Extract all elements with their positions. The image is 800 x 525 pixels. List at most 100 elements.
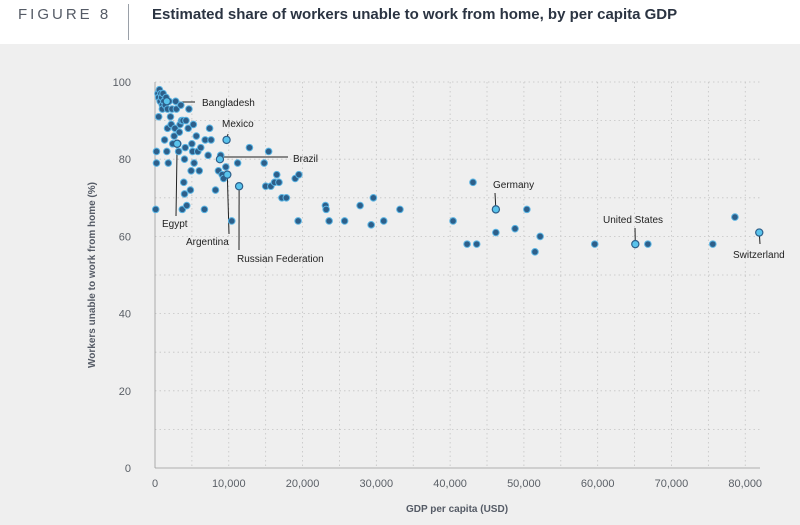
y-tick-label: 80 [119, 154, 131, 166]
data-point [511, 224, 519, 233]
annotation-layer [166, 101, 761, 251]
data-point [463, 240, 471, 248]
data-point [177, 101, 185, 109]
data-point [181, 143, 190, 152]
x-tick-label: 20,000 [286, 478, 320, 490]
point-layer [151, 85, 764, 256]
data-point [396, 205, 404, 214]
data-point [204, 151, 212, 160]
highlighted-point [491, 205, 501, 214]
data-point [171, 97, 180, 106]
highlighted-point [222, 135, 231, 145]
data-point [260, 159, 268, 167]
data-point [340, 217, 349, 225]
x-axis-title: GDP per capita (USD) [406, 504, 508, 515]
data-point [175, 128, 184, 136]
y-tick-label: 40 [119, 309, 131, 321]
data-point [152, 159, 161, 167]
data-point [275, 178, 283, 187]
highlighted-point [172, 139, 182, 148]
data-point [166, 112, 175, 121]
data-point [325, 217, 333, 225]
data-point [469, 178, 477, 187]
data-point [379, 217, 388, 225]
x-tick-label: 10,000 [212, 478, 246, 490]
data-point [188, 139, 196, 148]
data-point [207, 136, 215, 144]
annotation-label: Bangladesh [202, 98, 255, 109]
data-point [272, 170, 281, 179]
data-point [233, 159, 242, 167]
data-point [174, 147, 183, 156]
data-point [180, 190, 189, 198]
annotation-label: Switzerland [733, 250, 785, 261]
annotation-label: Germany [493, 180, 534, 191]
x-tick-label: 0 [152, 478, 158, 490]
data-point [282, 194, 291, 202]
x-tick-label: 70,000 [655, 478, 689, 490]
header-divider [128, 4, 129, 40]
annotation-label: Egypt [162, 219, 188, 230]
data-point [160, 136, 169, 144]
chart-title: Estimated share of workers unable to wor… [152, 6, 678, 23]
data-point [205, 124, 214, 133]
x-tick-label: 40,000 [433, 478, 467, 490]
data-point [369, 194, 378, 202]
annotation-label: Brazil [293, 154, 318, 165]
data-point [190, 159, 198, 167]
data-point [731, 213, 739, 221]
x-tick-label: 50,000 [507, 478, 541, 490]
y-axis-title: Workers unable to work from home (%) [87, 182, 98, 368]
highlighted-point [631, 239, 640, 249]
data-point [184, 124, 193, 133]
annotation-label: Mexico [222, 119, 254, 130]
data-point [154, 112, 163, 121]
data-point [200, 205, 209, 214]
label-layer: Bangladesh Egypt Argentina Mexico Brazil Russ… [162, 98, 785, 265]
chart-panel [0, 44, 800, 525]
data-point [536, 232, 544, 241]
annotation-line [175, 143, 178, 217]
highlighted-point [223, 170, 232, 179]
data-point [322, 205, 330, 214]
data-point [449, 217, 457, 225]
highlighted-point [215, 154, 225, 164]
data-point [170, 132, 178, 140]
data-point [590, 240, 599, 248]
y-tick-label: 100 [113, 77, 131, 89]
data-point [294, 217, 302, 225]
axis-layer: 0 20 40 60 80 100 0 10,000 20,000 30,000 40,000 50,… [87, 77, 762, 515]
data-point [492, 228, 500, 237]
data-point [356, 201, 364, 210]
y-tick-label: 0 [125, 463, 131, 475]
data-point [152, 147, 161, 156]
data-point [185, 105, 193, 113]
data-point [182, 201, 191, 210]
data-point [180, 155, 189, 163]
y-tick-label: 60 [119, 231, 131, 243]
data-point [227, 217, 236, 225]
data-point [179, 178, 188, 187]
data-point [295, 170, 303, 179]
x-tick-label: 60,000 [581, 478, 615, 490]
data-point [151, 205, 160, 214]
highlighted-point [162, 97, 172, 106]
annotation-label: Russian Federation [237, 254, 324, 265]
figure-header: FIGURE 8 Estimated share of workers unab… [0, 0, 800, 44]
data-point [708, 240, 717, 248]
data-point [644, 240, 652, 248]
data-point [187, 166, 195, 175]
grid-layer [155, 81, 760, 468]
figure-label: FIGURE 8 [18, 6, 112, 23]
data-point [211, 186, 220, 194]
x-tick-label: 80,000 [728, 478, 762, 490]
highlighted-point [755, 228, 764, 237]
data-point [367, 221, 375, 229]
data-point [189, 120, 198, 129]
data-point [264, 147, 273, 156]
data-point [222, 163, 230, 171]
annotation-line [226, 174, 230, 235]
data-point [245, 143, 254, 152]
data-point [164, 159, 173, 167]
